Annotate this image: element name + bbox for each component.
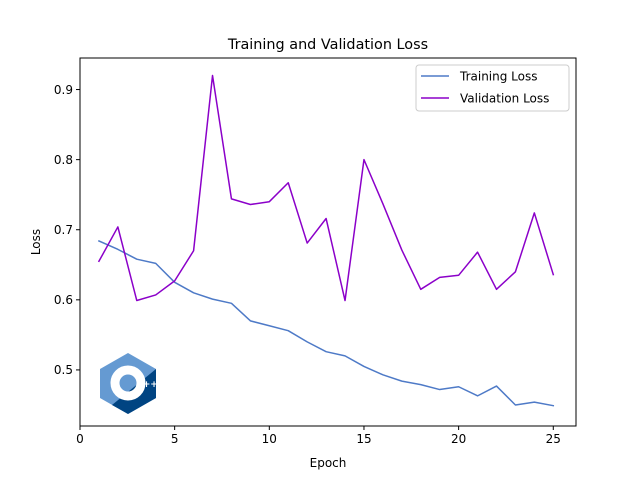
legend-label-training-loss: Training Loss xyxy=(459,70,537,84)
x-tick-label: 0 xyxy=(76,432,84,446)
y-tick-label: 0.6 xyxy=(54,293,73,307)
x-tick-label: 10 xyxy=(262,432,277,446)
logo-c-ring xyxy=(110,365,146,401)
x-tick-label: 5 xyxy=(171,432,179,446)
plot-lines xyxy=(97,74,555,407)
x-tick-label: 20 xyxy=(451,432,466,446)
y-tick-label: 0.5 xyxy=(54,363,73,377)
y-axis-label: Loss xyxy=(29,229,43,255)
x-axis-ticks: 0 5 10 15 20 25 xyxy=(76,426,561,446)
legend-label-validation-loss: Validation Loss xyxy=(460,92,549,106)
y-tick-label: 0.8 xyxy=(54,153,73,167)
y-tick-label: 0.9 xyxy=(54,83,73,97)
y-axis-ticks: 0.5 0.6 0.7 0.8 0.9 xyxy=(54,83,80,377)
x-axis-label: Epoch xyxy=(310,456,347,470)
cpp-logo-icon: C++ xyxy=(100,353,158,414)
legend: Training Loss Validation Loss xyxy=(415,64,570,112)
legend-box xyxy=(415,64,570,112)
x-tick-label: 25 xyxy=(546,432,561,446)
y-tick-label: 0.7 xyxy=(54,223,73,237)
chart-title: Training and Validation Loss xyxy=(227,37,428,53)
plot-frame xyxy=(79,57,577,427)
logo-plus-text: C++ xyxy=(136,380,158,390)
series-line-training-loss xyxy=(97,239,555,407)
x-tick-label: 15 xyxy=(356,432,371,446)
series-line-validation-loss xyxy=(97,74,555,302)
